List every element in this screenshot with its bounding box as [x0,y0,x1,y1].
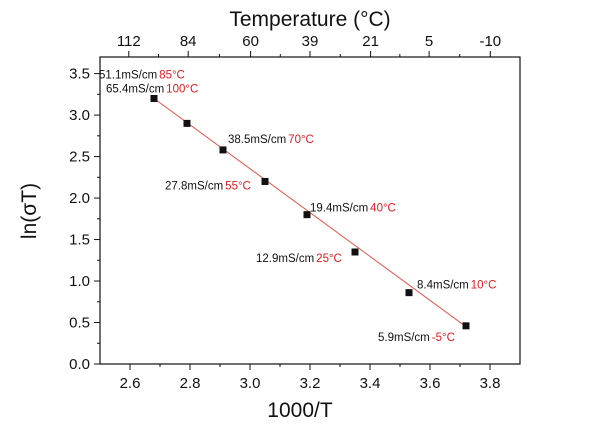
x-tick-label: 3.4 [360,375,381,392]
y-tick-label: 0.5 [69,315,90,332]
conductivity-label: 51.1mS/cm [99,69,157,81]
temperature-label: 25°C [316,253,342,265]
y-tick-label: 3.5 [69,66,90,83]
top-tick-label: 84 [180,33,197,50]
data-point [351,248,359,256]
conductivity-label: 12.9mS/cm [256,253,314,265]
temperature-label: 70°C [288,134,314,146]
temperature-label: 55°C [225,180,251,192]
temperature-label: 100°C [166,83,198,95]
y-tick-label: 2.5 [69,149,90,166]
top-axis-title: Temperature (°C) [229,8,390,31]
point-annotation: 8.4mS/cm 10°C [417,280,496,292]
data-point [150,94,158,102]
point-annotation: 5.9mS/cm -5°C [378,332,455,344]
y-tick-label: 1.0 [69,273,90,290]
x-tick-label: 3.2 [300,375,321,392]
top-tick-label: 60 [242,33,259,50]
y-tick-label: 2.0 [69,190,90,207]
top-tick-label: 112 [117,33,141,50]
point-annotation: 65.4mS/cm 100°C [106,83,198,95]
x-tick-label: 3.0 [240,375,261,392]
y-tick-label: 1.5 [69,232,90,249]
top-tick-label: -10 [479,33,501,50]
temperature-label: -5°C [432,332,455,344]
point-annotation: 51.1mS/cm 85°C [99,69,185,81]
temperature-label: 10°C [471,280,497,292]
point-annotation: 12.9mS/cm 25°C [256,253,342,265]
point-annotation: 19.4mS/cm 40°C [310,203,396,215]
conductivity-label: 65.4mS/cm [106,83,164,95]
point-annotation: 27.8mS/cm 55°C [165,180,251,192]
x-tick-label: 2.6 [120,375,141,392]
top-tick-label: 5 [425,33,433,50]
data-point [183,119,191,127]
x-tick-label: 2.8 [180,375,201,392]
x-axis-title: 1000/T [267,399,333,422]
y-tick-label: 0.0 [69,356,90,373]
data-point [303,211,311,219]
top-tick-label: 39 [302,33,319,50]
data-point [219,146,227,154]
x-tick-label: 3.6 [420,375,441,392]
data-point [462,322,470,330]
conductivity-label: 5.9mS/cm [378,332,430,344]
point-annotation: 38.5mS/cm 70°C [228,134,314,146]
x-tick-label: 3.8 [480,375,501,392]
conductivity-label: 27.8mS/cm [165,180,223,192]
data-point [261,177,269,185]
temperature-label: 85°C [159,69,185,81]
y-axis-title: ln(σT) [18,183,41,239]
data-point [405,289,413,297]
conductivity-label: 38.5mS/cm [228,134,286,146]
top-tick-label: 21 [362,33,379,50]
temperature-label: 40°C [370,203,396,215]
conductivity-label: 19.4mS/cm [310,203,368,215]
y-tick-label: 3.0 [69,107,90,124]
conductivity-label: 8.4mS/cm [417,280,469,292]
